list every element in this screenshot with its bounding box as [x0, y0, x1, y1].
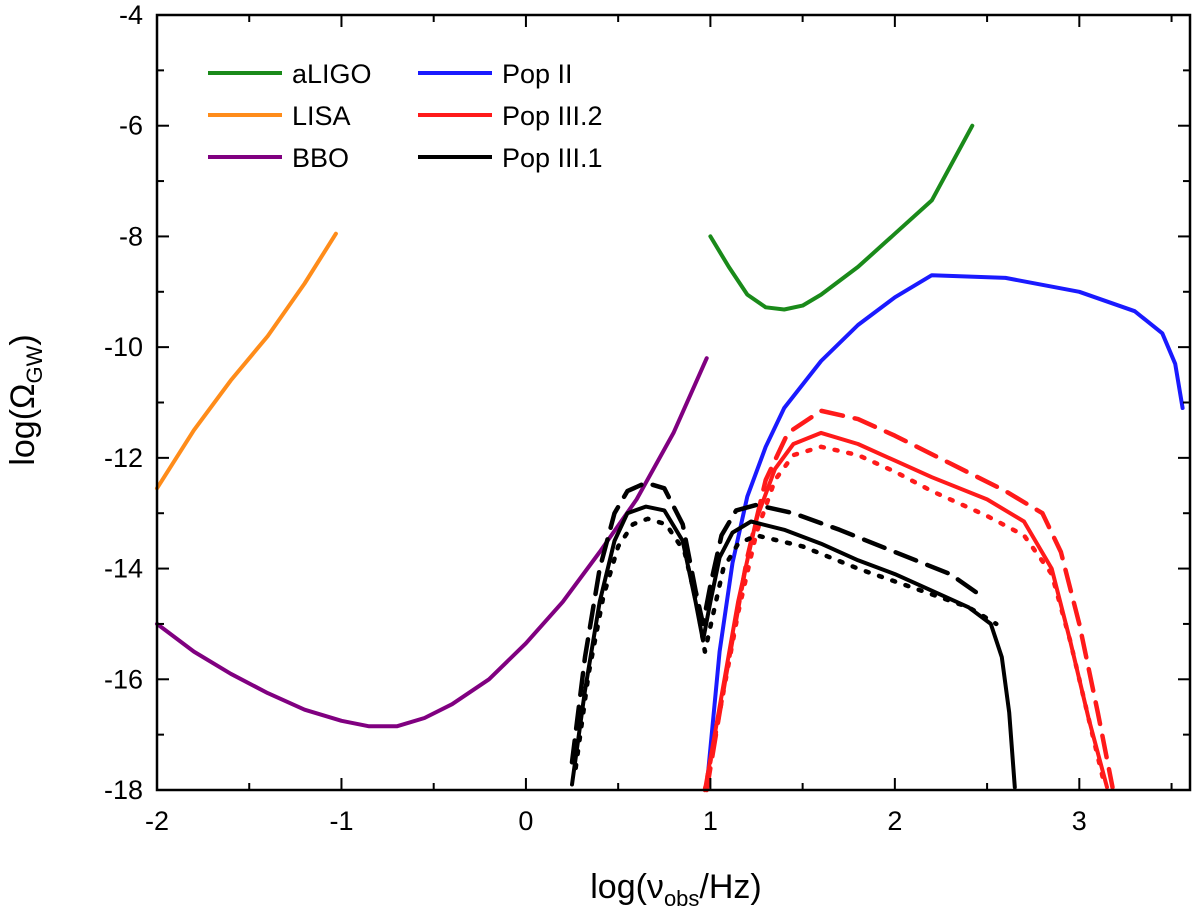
- legend-label-pop-iii-2: Pop III.2: [502, 101, 603, 131]
- y-tick-labels: -18 -16 -14 -12 -10 -8 -6 -4: [104, 0, 143, 805]
- series-line-bbo: [155, 356, 709, 729]
- y-tick-label: -18: [104, 775, 143, 805]
- series-line-pop32-solid: [702, 430, 1109, 792]
- series-layer: [155, 123, 1185, 793]
- x-tick-label: 3: [1072, 806, 1087, 836]
- legend-label-lisa: LISA: [292, 101, 351, 131]
- series-line-pop32-dot: [702, 444, 1108, 793]
- series-line-aligo: [708, 123, 975, 312]
- y-tick-label: -12: [104, 443, 143, 473]
- x-tick-label: 0: [518, 806, 533, 836]
- series-line-lisa: [155, 231, 338, 491]
- x-tick-label: -2: [145, 806, 169, 836]
- legend-label-bbo: BBO: [292, 143, 349, 173]
- y-tick-label: -8: [119, 221, 143, 251]
- y-tick-label: -10: [104, 332, 143, 362]
- tick-layer: [156, 14, 1190, 791]
- x-axis-title: log(νobs/Hz): [590, 868, 762, 911]
- legend-label-pop-ii: Pop II: [502, 59, 573, 89]
- series-line-pop31-dash: [569, 480, 981, 765]
- legend: aLIGO LISA BBO Pop II Pop III.2 Pop III.…: [208, 59, 603, 173]
- y-tick-label: -16: [104, 664, 143, 694]
- legend-label-aligo: aLIGO: [292, 59, 372, 89]
- x-tick-label: -1: [329, 806, 353, 836]
- x-tick-labels: -2 -1 0 1 2 3: [145, 806, 1087, 836]
- x-tick-label: 1: [703, 806, 718, 836]
- y-axis-title: log(ΩGW): [4, 334, 47, 465]
- series-line-pop31-dot: [573, 516, 999, 771]
- series-line-pop32-dash: [704, 408, 1115, 793]
- x-tick-label: 2: [887, 806, 902, 836]
- y-tick-label: -4: [119, 0, 143, 30]
- y-tick-label: -6: [119, 111, 143, 141]
- y-tick-label: -14: [104, 554, 143, 584]
- legend-label-pop-iii-1: Pop III.1: [502, 143, 603, 173]
